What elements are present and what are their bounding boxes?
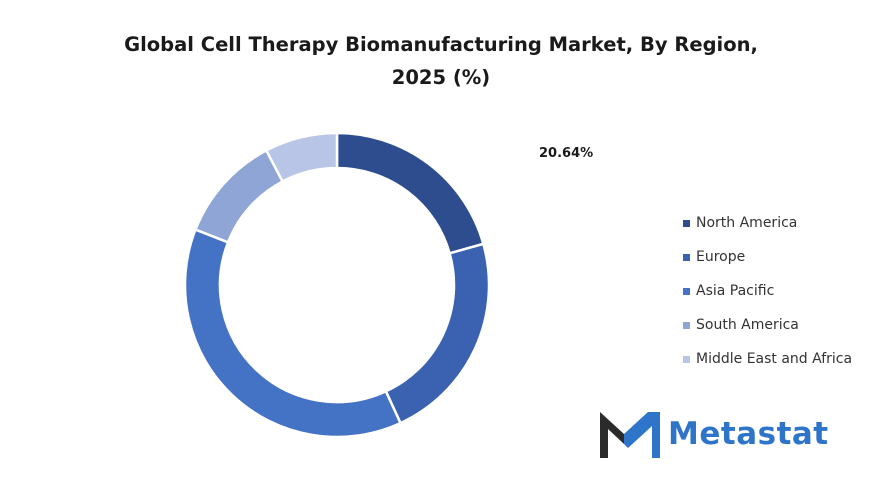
donut-slice-south-america — [193, 148, 285, 244]
legend-swatch — [683, 219, 690, 227]
legend-swatch — [683, 287, 690, 295]
chart-title: Global Cell Therapy Biomanufacturing Mar… — [80, 28, 802, 94]
legend-item-north-america: North America — [683, 206, 852, 240]
donut-slice-north-america — [335, 131, 485, 255]
legend-item-europe: Europe — [683, 240, 852, 274]
legend-item-asia-pacific: Asia Pacific — [683, 274, 852, 308]
chart-title-line-2: 2025 (%) — [391, 66, 491, 89]
legend-swatch — [683, 355, 690, 363]
legend: North America Europe Asia Pacific South Ame… — [683, 206, 852, 376]
metastat-logo: Metastat — [598, 408, 858, 460]
legend-label: Middle East and Africa — [696, 351, 853, 367]
data-label-north-america: 20.64% — [539, 146, 594, 161]
metastat-logo-icon — [600, 412, 660, 458]
donut-slice-europe — [384, 242, 491, 425]
legend-label: South America — [696, 317, 799, 333]
legend-swatch — [683, 321, 690, 329]
chart-title-line-1: Global Cell Therapy Biomanufacturing Mar… — [124, 33, 758, 56]
donut-slice-asia-pacific — [183, 227, 403, 439]
legend-item-middle-east-and-africa: Middle East and Africa — [683, 342, 852, 376]
legend-label: North America — [696, 215, 798, 231]
metastat-logo-text: Metastat — [668, 416, 829, 452]
legend-label: Asia Pacific — [696, 283, 775, 299]
legend-item-south-america: South America — [683, 308, 852, 342]
legend-swatch — [683, 253, 690, 261]
legend-label: Europe — [696, 249, 746, 265]
donut-slice-middle-east-and-africa — [264, 131, 339, 184]
